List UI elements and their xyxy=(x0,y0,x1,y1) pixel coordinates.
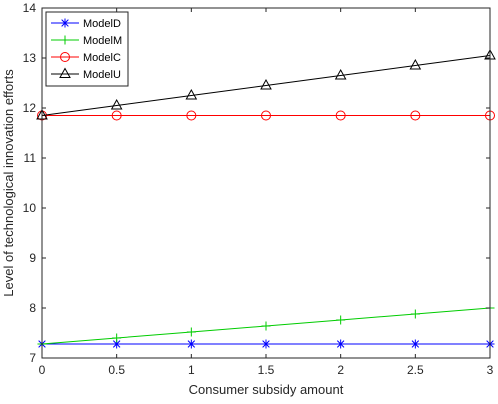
data-point-modelm xyxy=(112,333,122,343)
legend-marker xyxy=(60,18,70,28)
data-point-modelm xyxy=(410,309,420,319)
y-tick-label: 11 xyxy=(24,151,37,165)
y-tick-label: 14 xyxy=(23,1,37,15)
data-point-modelm xyxy=(336,315,346,325)
data-point-modelm xyxy=(261,321,271,331)
legend-item-modelc: ModelC xyxy=(51,52,121,64)
series-layer xyxy=(36,48,496,349)
x-tick-label: 0.5 xyxy=(108,363,125,377)
legend-marker xyxy=(60,52,70,62)
legend-item-modelm: ModelM xyxy=(51,35,122,47)
legend-marker xyxy=(59,67,71,78)
data-point-modeld xyxy=(186,339,196,349)
x-tick-label: 0 xyxy=(39,363,46,377)
y-axis-label: Level of technological innovation effort… xyxy=(1,69,16,297)
legend: ModelD ModelM ModelC ModelU xyxy=(45,11,129,87)
legend-item-modelu: ModelU xyxy=(51,67,121,81)
y-tick-label: 10 xyxy=(23,201,37,215)
y-tick-label: 12 xyxy=(23,101,37,115)
x-tick-label: 1 xyxy=(188,363,195,377)
y-tick-label: 7 xyxy=(29,351,36,365)
data-point-modelu xyxy=(110,98,123,110)
x-axis-label: Consumer subsidy amount xyxy=(189,382,344,397)
data-point-modelc xyxy=(111,110,122,121)
data-point-modelu xyxy=(409,58,422,70)
data-point-modelc xyxy=(261,110,271,121)
data-point-modeld xyxy=(410,339,420,349)
data-point-modelc xyxy=(410,110,421,121)
x-tick-label: 3 xyxy=(487,363,494,377)
y-tick-label: 8 xyxy=(29,301,36,315)
ticks-layer: 0 0.5 1 1.5 2 2.5 3 7 8 9 10 11 12 13 14 xyxy=(23,1,494,377)
legend-label: ModelM xyxy=(83,35,122,47)
y-tick-label: 9 xyxy=(29,251,36,265)
legend-marker xyxy=(60,35,70,45)
data-point-modelu xyxy=(185,88,198,100)
x-tick-label: 2 xyxy=(337,363,344,377)
legend-label: ModelU xyxy=(83,69,121,81)
data-point-modelm xyxy=(186,327,196,337)
data-point-modeld xyxy=(336,339,346,349)
data-point-modelu xyxy=(260,78,272,90)
data-point-modeld xyxy=(261,339,271,349)
x-tick-label: 1.5 xyxy=(258,363,275,377)
legend-label: ModelC xyxy=(83,52,121,64)
series-modelc xyxy=(37,110,495,121)
x-tick-label: 2.5 xyxy=(407,363,424,377)
data-point-modelu xyxy=(334,68,347,80)
legend-label: ModelD xyxy=(83,18,121,30)
data-point-modelc xyxy=(186,110,197,121)
series-line-modelu xyxy=(41,55,491,116)
data-point-modelc xyxy=(335,110,346,121)
y-tick-label: 13 xyxy=(23,51,37,65)
legend-item-modeld: ModelD xyxy=(51,18,121,30)
